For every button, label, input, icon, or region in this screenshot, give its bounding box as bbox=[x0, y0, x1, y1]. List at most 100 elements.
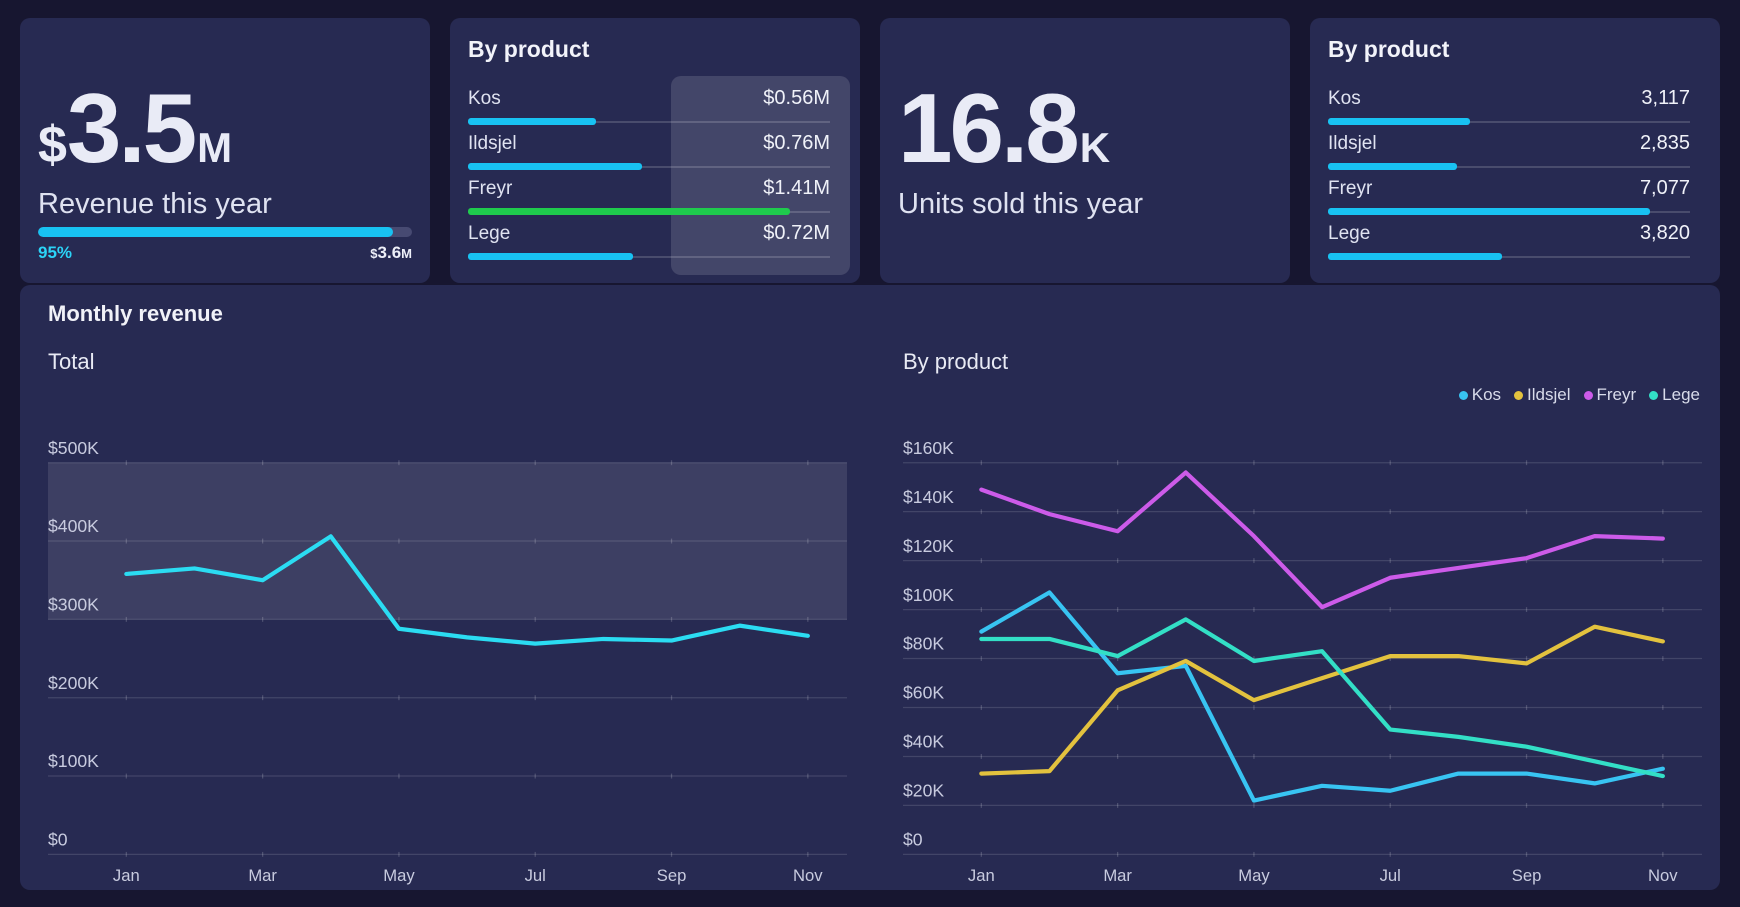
svg-text:$120K: $120K bbox=[903, 536, 954, 556]
product-row-ildsjel: Ildsjel $0.76M bbox=[468, 132, 842, 177]
product-row-kos: Kos 3,117 bbox=[1328, 87, 1702, 132]
card-title: By product bbox=[468, 36, 590, 62]
chart-legend: Kos Ildsjel Freyr Lege bbox=[1458, 385, 1700, 405]
product-value: $0.72M bbox=[763, 222, 830, 244]
svg-text:$500K: $500K bbox=[48, 438, 99, 458]
bar-track bbox=[468, 121, 830, 123]
product-bar bbox=[1328, 208, 1651, 215]
bar-track bbox=[1328, 256, 1690, 258]
bar-track bbox=[1328, 121, 1690, 123]
card-title: By product bbox=[1328, 36, 1450, 62]
ildsjel-dot-icon bbox=[1514, 390, 1524, 400]
svg-text:Nov: Nov bbox=[1648, 866, 1678, 885]
product-label: Kos bbox=[468, 88, 501, 109]
product-row-ildsjel: Ildsjel 2,835 bbox=[1328, 132, 1702, 177]
progress-target-label: $3.6M bbox=[370, 243, 412, 262]
bar-track bbox=[468, 166, 830, 168]
product-bar bbox=[1328, 163, 1458, 170]
kpi-row: $3.5M Revenue this year 95% $3.6M By pro… bbox=[20, 18, 1720, 283]
svg-text:May: May bbox=[383, 866, 415, 885]
svg-text:$80K: $80K bbox=[903, 634, 944, 654]
product-label: Ildsjel bbox=[1328, 133, 1377, 154]
product-bar bbox=[468, 163, 642, 170]
svg-text:Jan: Jan bbox=[968, 866, 995, 885]
svg-text:May: May bbox=[1238, 866, 1270, 885]
svg-text:$140K: $140K bbox=[903, 487, 954, 507]
svg-text:$100K: $100K bbox=[48, 751, 99, 771]
svg-text:Mar: Mar bbox=[1103, 866, 1132, 885]
units-kpi-unit: K bbox=[1079, 124, 1111, 171]
revenue-by-product-card: By product Kos $0.56M Ildsjel $0.76M Freyr… bbox=[450, 18, 860, 283]
revenue-kpi-unit: M bbox=[197, 124, 233, 171]
svg-text:$0: $0 bbox=[48, 830, 68, 850]
by-product-line-chart: $0 $20K $40K $60K $80K $100K $120K $140K $160K Ja… bbox=[903, 438, 1702, 885]
product-value: 7,077 bbox=[1639, 177, 1690, 199]
kos-dot-icon bbox=[1458, 390, 1468, 400]
product-label: Freyr bbox=[1328, 178, 1373, 199]
svg-text:$60K: $60K bbox=[903, 683, 944, 703]
units-kpi-subtitle: Units sold this year bbox=[898, 188, 1143, 221]
svg-text:$20K: $20K bbox=[903, 781, 944, 801]
product-value: 3,820 bbox=[1639, 222, 1690, 244]
svg-text:Jul: Jul bbox=[1380, 866, 1401, 885]
product-value: $1.41M bbox=[763, 177, 830, 199]
svg-text:Mar: Mar bbox=[248, 866, 277, 885]
currency-symbol: $ bbox=[38, 116, 67, 174]
progress-fill bbox=[38, 227, 394, 237]
svg-text:$300K: $300K bbox=[48, 595, 99, 615]
value-highlight-overlay[interactable] bbox=[671, 76, 850, 275]
product-bar bbox=[468, 253, 633, 260]
product-bar bbox=[468, 118, 596, 125]
product-label: Freyr bbox=[468, 178, 513, 199]
freyr-dot-icon bbox=[1583, 390, 1593, 400]
product-value: 2,835 bbox=[1639, 132, 1690, 154]
product-label: Lege bbox=[468, 223, 511, 244]
total-chart-block: Total $0 $100K $200K $300K $400K $500K Jan Mar M… bbox=[48, 349, 847, 893]
units-kpi-card: 16.8K Units sold this year bbox=[880, 18, 1290, 283]
svg-text:$400K: $400K bbox=[48, 516, 99, 536]
product-label: Ildsjel bbox=[468, 133, 517, 154]
product-bar bbox=[1328, 118, 1470, 125]
svg-text:Jul: Jul bbox=[525, 866, 546, 885]
product-rows: Kos 3,117 Ildsjel 2,835 Freyr 7,077 Lege 3,8… bbox=[1328, 87, 1702, 267]
revenue-progress: 95% $3.6M bbox=[38, 227, 412, 263]
product-label: Lege bbox=[1328, 223, 1371, 244]
legend-item-kos: Kos bbox=[1458, 385, 1501, 405]
product-value: 3,117 bbox=[1641, 87, 1690, 109]
product-label: Kos bbox=[1328, 88, 1361, 109]
monthly-revenue-card: Monthly revenue Total $0 $100K $200K $300K $… bbox=[20, 285, 1720, 890]
total-line-chart: $0 $100K $200K $300K $400K $500K Jan Mar May Jul S… bbox=[48, 438, 847, 885]
svg-text:$100K: $100K bbox=[903, 585, 954, 605]
lege-dot-icon bbox=[1649, 390, 1659, 400]
legend-item-lege: Lege bbox=[1649, 385, 1700, 405]
bar-track bbox=[1328, 166, 1690, 168]
svg-text:Sep: Sep bbox=[1512, 866, 1542, 885]
product-row-freyr: Freyr 7,077 bbox=[1328, 177, 1702, 222]
progress-percent-label: 95% bbox=[38, 243, 73, 262]
product-rows: Kos $0.56M Ildsjel $0.76M Freyr $1.41M Lege… bbox=[468, 87, 842, 267]
revenue-kpi-subtitle: Revenue this year bbox=[38, 188, 272, 221]
legend-item-ildsjel: Ildsjel bbox=[1514, 385, 1571, 405]
product-row-lege: Lege $0.72M bbox=[468, 222, 842, 267]
total-chart-subtitle: Total bbox=[48, 349, 95, 374]
svg-text:$40K: $40K bbox=[903, 732, 944, 752]
product-value: $0.56M bbox=[763, 87, 830, 109]
product-bar bbox=[468, 208, 791, 215]
legend-item-freyr: Freyr bbox=[1583, 385, 1636, 405]
svg-text:$200K: $200K bbox=[48, 673, 99, 693]
units-kpi-value: 16.8K bbox=[898, 79, 1272, 177]
progress-track bbox=[38, 227, 412, 237]
units-kpi-number: 16.8 bbox=[898, 73, 1080, 183]
monthly-revenue-title: Monthly revenue bbox=[48, 301, 223, 326]
svg-text:Nov: Nov bbox=[793, 866, 823, 885]
product-row-freyr: Freyr $1.41M bbox=[468, 177, 842, 222]
product-bar bbox=[1328, 253, 1502, 260]
product-value: $0.76M bbox=[763, 132, 830, 154]
product-row-lege: Lege 3,820 bbox=[1328, 222, 1702, 267]
product-row-kos: Kos $0.56M bbox=[468, 87, 842, 132]
revenue-kpi-number: 3.5 bbox=[66, 73, 197, 183]
svg-text:Jan: Jan bbox=[113, 866, 140, 885]
svg-text:$0: $0 bbox=[903, 830, 923, 850]
bar-track bbox=[468, 256, 830, 258]
units-by-product-card: By product Kos 3,117 Ildsjel 2,835 Freyr 7,… bbox=[1310, 18, 1720, 283]
